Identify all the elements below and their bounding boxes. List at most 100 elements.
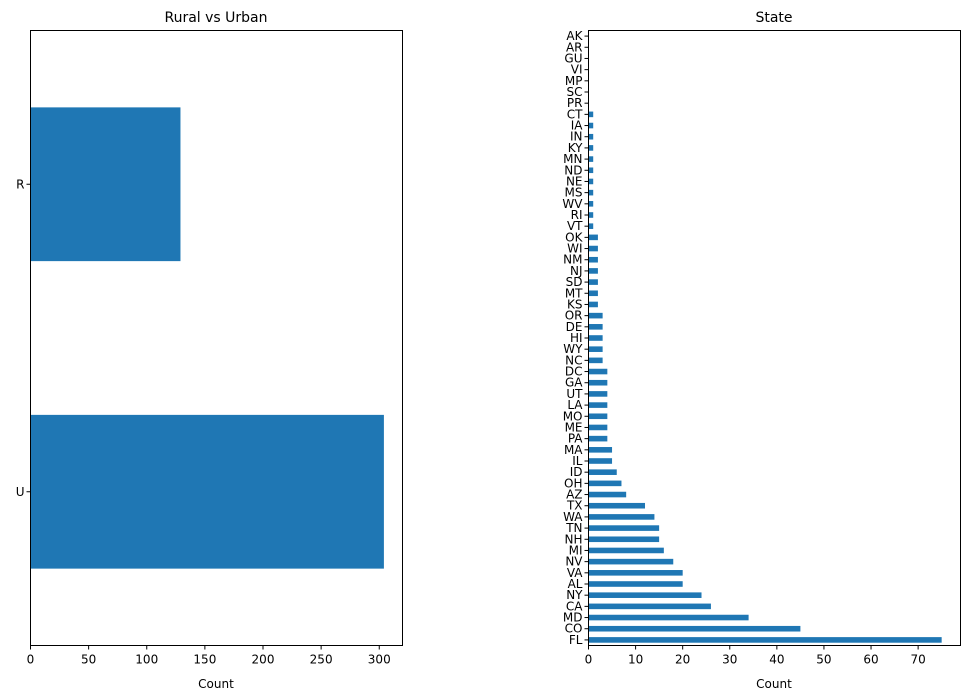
y-tick-label-hi: HI: [570, 331, 583, 345]
y-tick-label-nv: NV: [565, 555, 583, 569]
x-tick-label: 20: [675, 653, 690, 667]
y-tick-label-ca: CA: [566, 599, 583, 613]
bar-az: [588, 491, 627, 498]
y-tick-label-ct: CT: [567, 107, 583, 121]
x-tick-label: 30: [722, 653, 737, 667]
y-tick-label-ar: AR: [566, 40, 583, 54]
y-tick-label-r: R: [16, 177, 24, 191]
y-tick-label-vi: VI: [571, 63, 583, 77]
y-tick-label-oh: OH: [564, 476, 582, 490]
rural-urban-title: Rural vs Urban: [164, 10, 267, 26]
bar-r: [30, 107, 181, 262]
y-tick-label-al: AL: [568, 577, 583, 591]
bar-wa: [588, 514, 655, 520]
bar-ca: [588, 603, 711, 610]
state-title: State: [755, 10, 792, 26]
y-tick-label-or: OR: [565, 309, 583, 323]
bar-mn: [588, 156, 594, 162]
bar-ne: [588, 178, 594, 185]
bar-sd: [588, 279, 598, 285]
bar-de: [588, 324, 603, 330]
y-tick-label-dc: DC: [565, 365, 583, 379]
x-tick-label: 40: [769, 653, 784, 667]
bar-ga: [588, 379, 608, 386]
y-tick-label-la: LA: [567, 398, 583, 412]
y-tick-label-vt: VT: [567, 219, 583, 233]
bar-wy: [588, 346, 603, 352]
rural-urban-plot-frame: [30, 30, 403, 646]
bar-ri: [588, 212, 594, 218]
bar-nh: [588, 536, 660, 543]
bar-oh: [588, 480, 622, 487]
state-x-axis-label: Count: [756, 677, 792, 691]
bar-me: [588, 424, 608, 431]
y-tick-label-co: CO: [565, 622, 583, 636]
y-tick-label-nh: NH: [565, 532, 583, 546]
y-tick-label-wy: WY: [563, 342, 583, 356]
bar-ia: [588, 122, 594, 129]
y-tick-label-ga: GA: [565, 376, 583, 390]
bar-mo: [588, 413, 608, 420]
bar-va: [588, 570, 683, 576]
y-tick-label-pa: PA: [568, 432, 583, 446]
rural-urban-chart: Rural vs Urban 0 50 100 150 200 250 300 U R Cou…: [16, 10, 403, 691]
y-tick-label-mn: MN: [563, 152, 582, 166]
x-tick-label: 300: [368, 653, 391, 667]
y-tick-label-pr: PR: [567, 96, 583, 110]
y-tick-label-ks: KS: [567, 297, 583, 311]
x-tick-label: 50: [816, 653, 831, 667]
y-tick-label-mi: MI: [569, 543, 583, 557]
y-tick-label-nj: NJ: [570, 264, 583, 278]
x-tick-label: 100: [135, 653, 158, 667]
y-tick-label-ny: NY: [566, 588, 583, 602]
y-tick-label-az: AZ: [566, 488, 582, 502]
bar-ct: [588, 111, 594, 118]
y-tick-label-ia: IA: [571, 119, 584, 133]
x-tick-label: 70: [910, 653, 925, 667]
y-tick-label-me: ME: [565, 420, 583, 434]
bar-ms: [588, 189, 594, 196]
y-tick-label-sc: SC: [567, 85, 583, 99]
y-tick-label-ak: AK: [566, 29, 583, 43]
bar-wv: [588, 201, 594, 207]
bar-ny: [588, 592, 702, 598]
bar-al: [588, 581, 683, 587]
bar-nv: [588, 558, 674, 565]
bar-fl: [588, 637, 942, 643]
y-tick-label-ut: UT: [566, 387, 583, 401]
bar-u: [30, 414, 384, 569]
y-tick-label-u: U: [16, 485, 25, 499]
bar-nj: [588, 268, 598, 274]
y-tick-label-id: ID: [570, 465, 583, 479]
x-tick-label: 200: [252, 653, 275, 667]
y-tick-label-mo: MO: [563, 409, 583, 423]
y-tick-label-de: DE: [566, 320, 583, 334]
bar-in: [588, 133, 594, 140]
y-tick-label-ma: MA: [564, 443, 583, 457]
bar-ky: [588, 145, 594, 151]
y-tick-label-nd: ND: [564, 163, 582, 177]
bar-tx: [588, 502, 646, 509]
bar-mi: [588, 547, 664, 554]
y-tick-label-sd: SD: [566, 275, 583, 289]
bar-vt: [588, 223, 594, 229]
bar-hi: [588, 335, 603, 341]
bar-ks: [588, 301, 598, 308]
bar-md: [588, 614, 749, 621]
x-tick-label: 250: [310, 653, 333, 667]
bar-la: [588, 402, 608, 408]
state-plot-frame: [588, 30, 961, 646]
bar-mt: [588, 290, 598, 297]
bar-nd: [588, 167, 594, 174]
y-tick-label-in: IN: [570, 130, 583, 144]
y-tick-label-tx: TX: [566, 499, 583, 513]
bar-pa: [588, 435, 608, 442]
bar-ma: [588, 447, 613, 453]
y-tick-label-ne: NE: [566, 174, 583, 188]
rural-urban-x-axis-label: Count: [198, 677, 234, 691]
x-tick-label: 10: [628, 653, 643, 667]
y-tick-label-md: MD: [563, 611, 583, 625]
y-tick-label-ok: OK: [565, 230, 583, 244]
bar-id: [588, 469, 617, 475]
x-tick-label: 50: [81, 653, 96, 667]
